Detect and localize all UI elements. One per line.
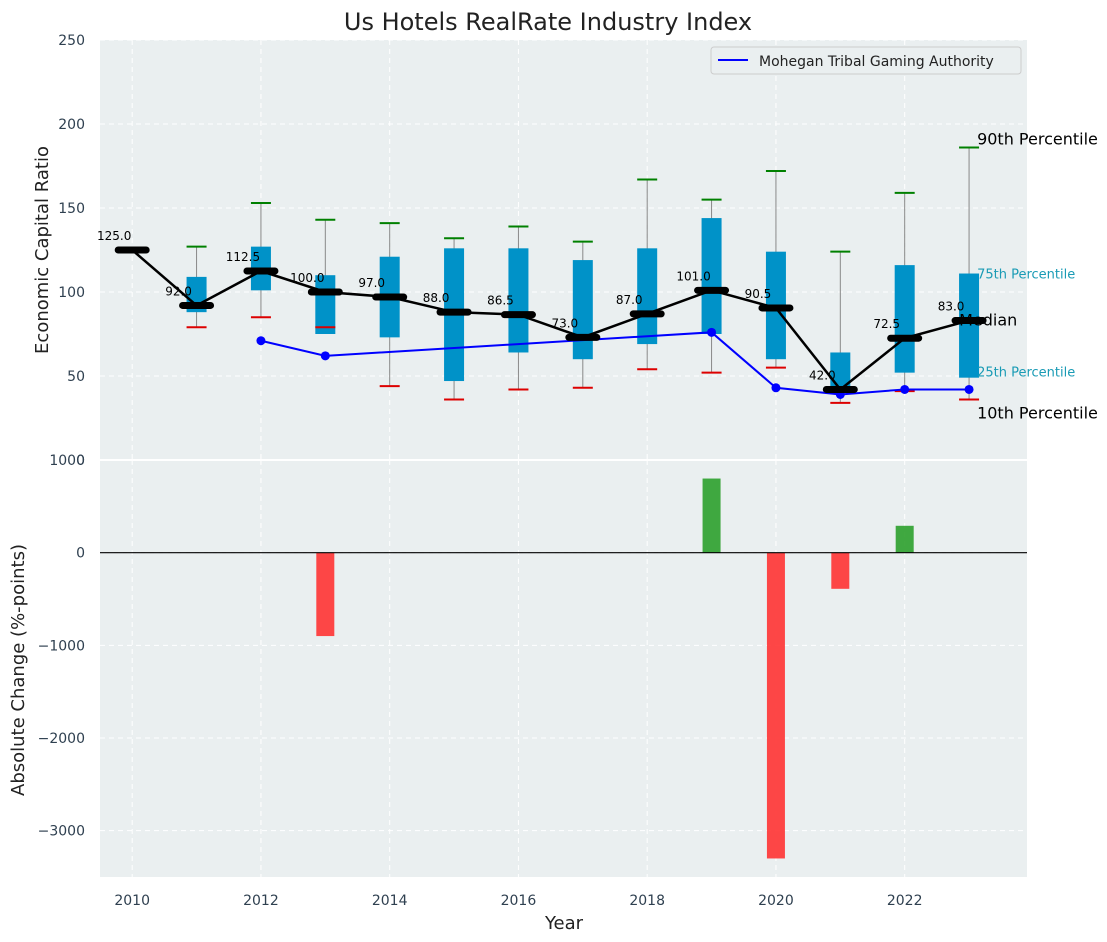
median-value-label: 112.5	[226, 250, 260, 264]
bottom-y-tick-label: 1000	[49, 453, 85, 469]
bottom-plot-area	[100, 460, 1027, 877]
median-value-label: 90.5	[745, 287, 772, 301]
company-point	[771, 383, 781, 393]
bottom-y-tick-label: −3000	[38, 824, 85, 840]
x-tick-label: 2016	[501, 893, 537, 909]
box-iqr	[959, 273, 980, 378]
annotation-median: Median	[959, 311, 1017, 330]
median-value-label: 88.0	[423, 291, 450, 305]
change-bar	[316, 552, 335, 637]
legend-box	[710, 46, 1022, 75]
box-iqr	[894, 265, 915, 373]
median-value-label: 101.0	[676, 269, 710, 283]
bottom-y-tick-label: −1000	[38, 638, 85, 654]
box-iqr	[572, 260, 593, 360]
top-y-tick-label: 50	[67, 369, 85, 385]
median-value-label: 87.0	[616, 293, 643, 307]
top-panel: 0 50 100 150 200 250 125.0 92.0 112.5 100.0 97.0 88…	[58, 33, 1098, 469]
median-value-label: 100.0	[290, 271, 324, 285]
top-y-tick-label: 0	[76, 453, 85, 469]
legend-label: Mohegan Tribal Gaming Authority	[759, 54, 994, 70]
x-tick-label: 2014	[372, 893, 408, 909]
annotation-p25: 25th Percentile	[977, 366, 1075, 381]
top-y-tick-label: 100	[58, 285, 85, 301]
median-value-label: 83.0	[938, 300, 965, 314]
x-tick-label: 2018	[629, 893, 665, 909]
median-value-label: 92.0	[165, 284, 192, 298]
bottom-panel: 2010 2012 2014 2016 2018 2020 2022 −3000 −2000 −1…	[38, 453, 1027, 909]
bottom-y-axis-label: Absolute Change (%-points)	[8, 544, 29, 796]
chart-title: Us Hotels RealRate Industry Index	[344, 8, 752, 36]
top-y-tick-label: 250	[58, 33, 85, 49]
company-point	[707, 327, 717, 337]
median-value-label: 73.0	[551, 316, 578, 330]
change-bar	[831, 552, 850, 589]
annotation-p75: 75th Percentile	[977, 268, 1075, 283]
company-point	[964, 384, 974, 394]
x-tick-label: 2022	[887, 893, 923, 909]
top-y-tick-label: 150	[58, 201, 85, 217]
median-value-label: 97.0	[358, 276, 385, 290]
company-point	[900, 384, 910, 394]
change-bar	[895, 525, 914, 553]
median-value-label: 72.5	[873, 317, 900, 331]
box-iqr	[637, 248, 658, 345]
change-bar	[702, 478, 721, 553]
bottom-y-tick-label: 0	[76, 546, 85, 562]
median-value-label: 42.0	[809, 368, 836, 382]
company-point	[256, 336, 266, 346]
box-iqr	[701, 218, 722, 334]
median-value-label: 86.5	[487, 294, 514, 308]
change-bar	[766, 552, 785, 859]
box-iqr	[508, 248, 529, 353]
annotation-p90: 90th Percentile	[977, 130, 1098, 149]
x-tick-label: 2010	[114, 893, 150, 909]
bottom-y-tick-label: −2000	[38, 731, 85, 747]
x-axis-label: Year	[544, 913, 584, 934]
x-tick-label: 2020	[758, 893, 794, 909]
company-point	[320, 351, 330, 361]
top-y-tick-label: 200	[58, 117, 85, 133]
median-value-label: 125.0	[97, 229, 131, 243]
top-y-axis-label: Economic Capital Ratio	[32, 146, 53, 354]
legend: Mohegan Tribal Gaming Authority	[710, 46, 1022, 75]
annotation-p10: 10th Percentile	[977, 404, 1098, 423]
x-tick-label: 2012	[243, 893, 279, 909]
